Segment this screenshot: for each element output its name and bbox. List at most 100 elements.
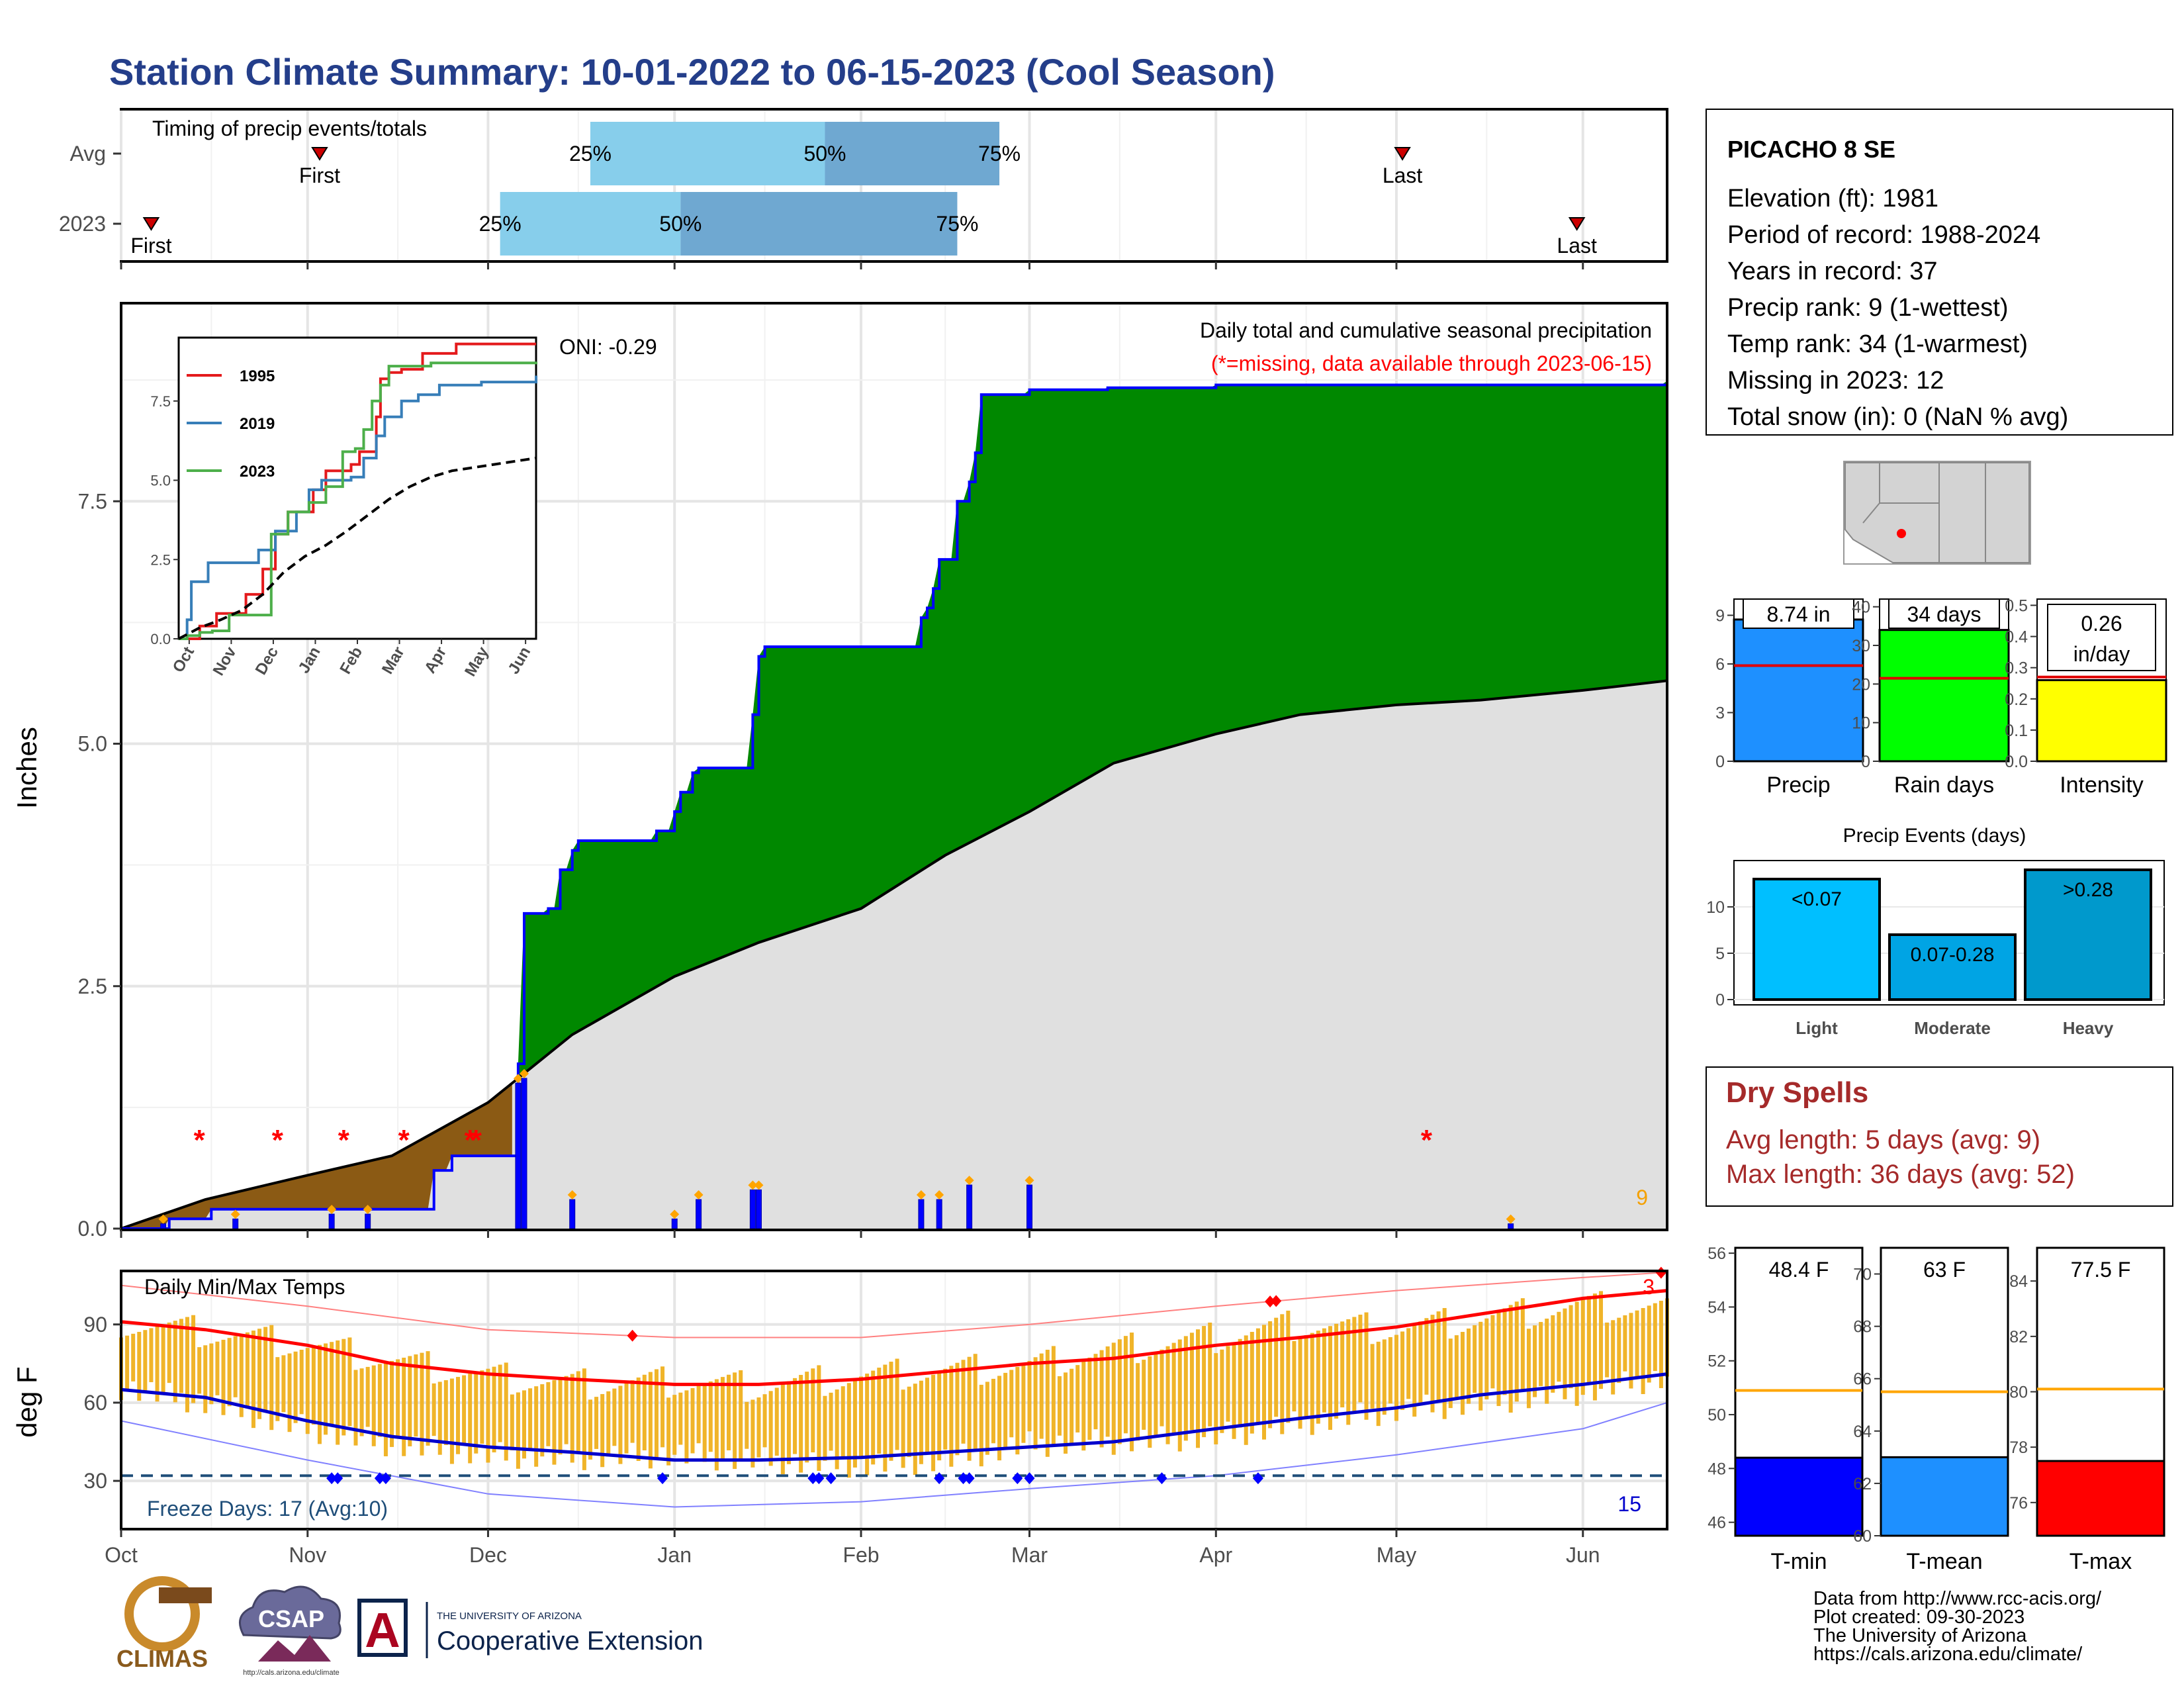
daily-precip-point-1 <box>230 1209 240 1219</box>
temp-title: Daily Min/Max Temps <box>144 1275 345 1299</box>
inset-series-line-0 <box>179 342 536 640</box>
precip-ytick-label-0: 0.0 <box>78 1217 107 1241</box>
daily-temp-range-bar-60 <box>480 1370 484 1444</box>
tbar-ytick-label-2-2: 80 <box>2009 1383 2028 1402</box>
daily-temp-range-bar-18 <box>227 1338 232 1407</box>
record-low-line <box>120 1401 1668 1508</box>
daily-temp-range-bar-26 <box>275 1357 280 1421</box>
daily-precip-point-11 <box>916 1190 926 1200</box>
missing-day-marker-6: * <box>1421 1124 1433 1156</box>
timing-bar-50-75-0 <box>825 122 1000 185</box>
daily-temp-range-bar-111 <box>786 1381 791 1464</box>
missing-day-marker-3: * <box>398 1124 410 1156</box>
daily-precip-bar-13 <box>966 1184 973 1229</box>
daily-precip-point-7 <box>670 1209 680 1219</box>
daily-temp-range-bar-246 <box>1599 1291 1604 1389</box>
daily-temp-range-bar-95 <box>690 1387 695 1454</box>
mini-ytick-label-0-2: 6 <box>1715 655 1725 674</box>
daily-temp-range-bar-209 <box>1376 1341 1381 1427</box>
mini-ytick-label-2-0: 0.0 <box>2005 753 2028 771</box>
freeze-day-marker-1 <box>332 1472 343 1485</box>
station-name: PICACHO 8 SE <box>1727 136 1895 163</box>
daily-temp-range-bar-99 <box>714 1379 719 1471</box>
daily-temp-range-bar-134 <box>925 1378 929 1454</box>
daily-temp-range-bar-89 <box>654 1369 659 1458</box>
daily-temp-range-bar-212 <box>1394 1335 1398 1421</box>
average-tmin-line <box>120 1372 1668 1462</box>
daily-temp-range-bar-117 <box>823 1395 827 1461</box>
daily-temp-range-bar-124 <box>865 1374 870 1476</box>
ua-cooperative-extension-logo: A THE UNIVERSITY OF ARIZONA Cooperative … <box>357 1599 703 1658</box>
daily-temp-range-bar-28 <box>287 1353 292 1432</box>
events-ytick-label-2: 10 <box>1706 898 1725 917</box>
daily-temp-range-bar-189 <box>1255 1328 1260 1423</box>
daily-temp-range-bar-40 <box>359 1368 364 1436</box>
daily-temp-range-bar-11 <box>185 1317 189 1413</box>
daily-temp-range-bar-4 <box>143 1330 148 1392</box>
daily-precip-bar-12 <box>936 1199 942 1229</box>
daily-temp-range-bar-53 <box>437 1382 442 1455</box>
temp-panel-frame <box>121 1271 1667 1529</box>
inset-frame <box>177 336 537 640</box>
tbar-ytick-label-0-4: 54 <box>1707 1298 1726 1317</box>
daily-temp-range-bar-255 <box>1653 1303 1657 1372</box>
ua-logo-big-text: Cooperative Extension <box>437 1626 703 1656</box>
daily-temp-range-bar-168 <box>1130 1333 1134 1452</box>
oni-label: ONI: -0.29 <box>559 335 657 359</box>
daily-temp-range-bar-112 <box>793 1378 797 1454</box>
daily-temp-range-bar-91 <box>666 1397 671 1466</box>
daily-precip-bar-4 <box>515 1082 522 1229</box>
daily-temp-range-bar-20 <box>239 1334 244 1417</box>
events-category-1: Moderate <box>1914 1018 1991 1038</box>
dry-spells-box: Dry Spells Avg length: 5 days (avg: 9) M… <box>1706 1066 2173 1207</box>
daily-temp-range-bar-153 <box>1039 1353 1044 1439</box>
daily-temp-range-bar-213 <box>1400 1331 1405 1410</box>
mini-label-2: Intensity <box>2060 773 2144 798</box>
timing-p25-label-0: 25% <box>569 142 612 165</box>
daily-temp-range-bar-214 <box>1406 1328 1411 1399</box>
daily-temp-range-bar-223 <box>1460 1332 1465 1415</box>
freeze-day-marker-12 <box>1024 1472 1035 1485</box>
daily-temp-range-bar-92 <box>672 1395 677 1455</box>
daily-temp-range-bar-37 <box>341 1338 346 1436</box>
mini-ytick-label-2-4: 0.4 <box>2005 628 2028 647</box>
daily-temp-range-bar-161 <box>1087 1357 1092 1440</box>
daily-temp-range-bar-193 <box>1280 1314 1285 1434</box>
mini-bar-1 <box>1878 629 2010 763</box>
daily-temp-range-bar-93 <box>678 1392 683 1445</box>
daily-temp-range-bar-22 <box>251 1331 255 1429</box>
climas-logo-text: CLIMAS <box>116 1645 208 1672</box>
daily-temp-range-bar-231 <box>1508 1305 1513 1413</box>
daily-temp-range-bar-83 <box>618 1385 623 1464</box>
inset-series-line-1 <box>179 375 537 640</box>
station-line-elevation: Elevation (ft): 1981 <box>1727 185 1938 212</box>
daily-temp-range-bar-154 <box>1045 1350 1050 1457</box>
tbar-ytick-label-1-1: 62 <box>1853 1475 1872 1493</box>
events-bar-label-2: >0.28 <box>2063 879 2113 901</box>
daily-temp-range-bar-46 <box>396 1359 400 1438</box>
daily-temp-range-bar-77 <box>582 1368 586 1470</box>
daily-temp-range-bar-175 <box>1171 1342 1176 1434</box>
timing-first-marker-1 <box>142 217 160 231</box>
missing-day-marker-2: * <box>338 1124 350 1156</box>
tbar-value-label-2: 77.5 F <box>2071 1258 2131 1282</box>
daily-temp-range-bar-166 <box>1117 1339 1122 1444</box>
events-bar-0 <box>1752 878 1881 1001</box>
events-marks: 0 5 10 <0.07 Light 0.07-0.28 Moderate >0.28 Heav… <box>1706 868 2164 1038</box>
cumulative-diff-area-2 <box>518 381 1667 1078</box>
daily-precip-bar-7 <box>671 1218 678 1229</box>
inset-series-line-3 <box>178 457 537 640</box>
dry-spells-title: Dry Spells <box>1726 1076 1868 1109</box>
tbar-bar-1 <box>1880 1456 2009 1537</box>
daily-temp-range-bar-23 <box>257 1329 262 1419</box>
daily-temp-range-bar-61 <box>486 1368 490 1463</box>
tbar-ytick-label-0-5: 56 <box>1707 1244 1726 1263</box>
daily-temp-range-bar-150 <box>1021 1364 1026 1443</box>
tbar-ytick-label-2-0: 76 <box>2009 1494 2028 1513</box>
freeze-days-label: Freeze Days: 17 (Avg:10) <box>147 1497 388 1521</box>
daily-temp-range-bar-97 <box>702 1383 707 1462</box>
tbar-ytick-label-0-1: 48 <box>1707 1460 1726 1478</box>
csap-cloud-icon <box>238 1585 341 1640</box>
freeze-day-marker-8 <box>934 1472 945 1485</box>
daily-temp-range-bar-147 <box>1003 1372 1008 1449</box>
